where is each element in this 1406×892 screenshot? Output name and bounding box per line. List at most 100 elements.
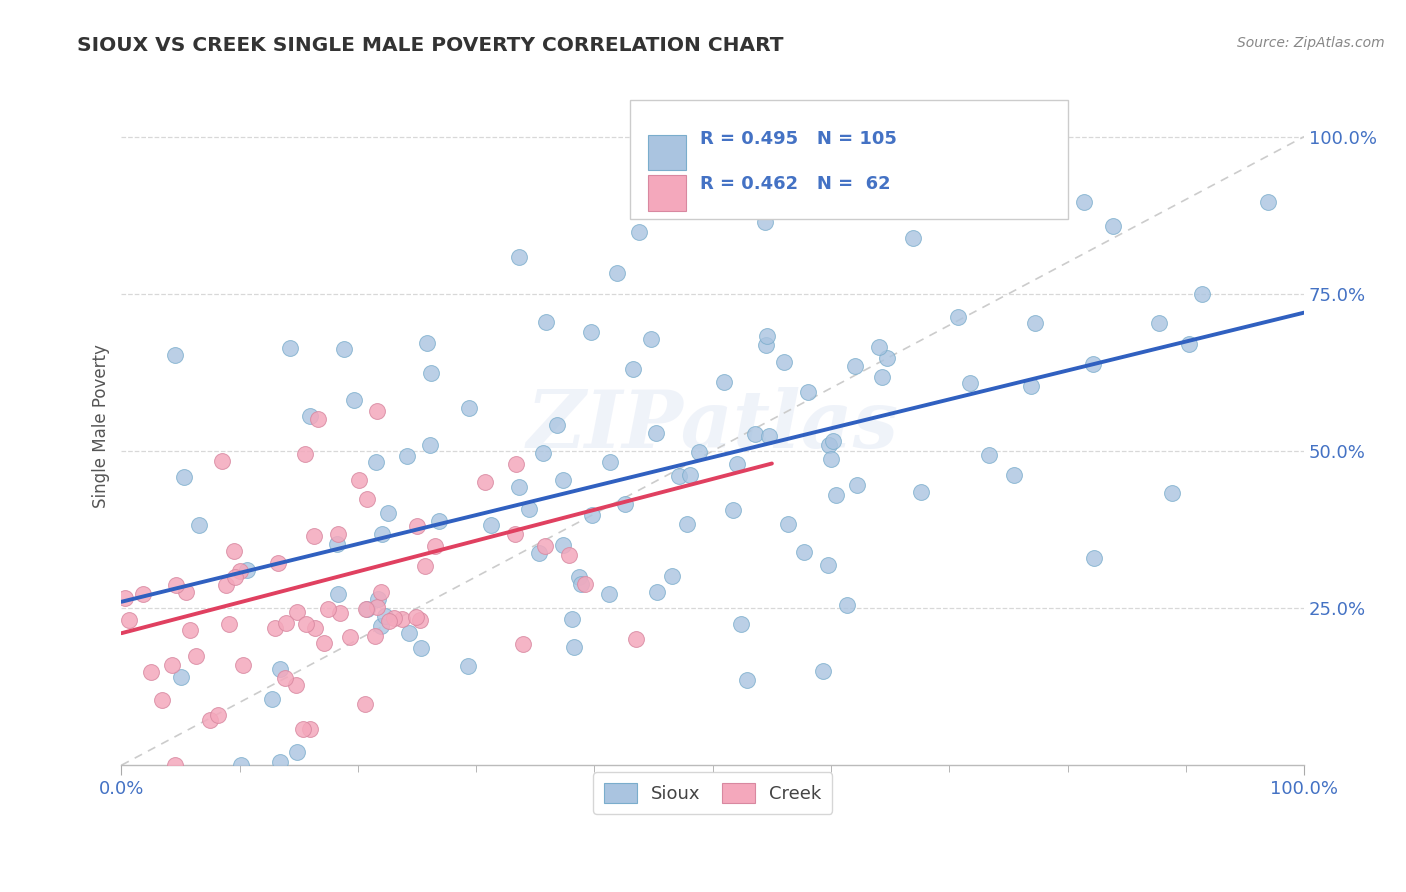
Point bbox=[132, 587, 155, 601]
Point bbox=[755, 338, 778, 352]
Point bbox=[730, 616, 752, 631]
Point bbox=[876, 351, 898, 365]
Point bbox=[562, 640, 585, 655]
Point bbox=[821, 434, 844, 448]
Point bbox=[872, 370, 894, 384]
Point bbox=[676, 516, 699, 531]
Point bbox=[274, 616, 297, 631]
Point bbox=[377, 506, 399, 520]
Point bbox=[236, 563, 259, 577]
Text: Source: ZipAtlas.com: Source: ZipAtlas.com bbox=[1237, 36, 1385, 50]
Point bbox=[329, 607, 352, 621]
Point bbox=[229, 758, 252, 772]
Point bbox=[269, 662, 291, 676]
Point bbox=[569, 577, 592, 591]
Point bbox=[721, 503, 744, 517]
Point bbox=[811, 664, 834, 678]
Point bbox=[405, 519, 427, 533]
Point bbox=[568, 570, 591, 584]
Point bbox=[598, 587, 620, 601]
Point bbox=[285, 745, 308, 759]
Point bbox=[1160, 485, 1182, 500]
Point bbox=[174, 585, 197, 599]
Point bbox=[868, 340, 890, 354]
Point bbox=[735, 673, 758, 687]
Point bbox=[396, 449, 419, 463]
Point bbox=[343, 393, 366, 408]
Point bbox=[411, 641, 433, 656]
FancyBboxPatch shape bbox=[630, 100, 1067, 219]
Point bbox=[198, 714, 221, 728]
Point bbox=[186, 648, 208, 663]
Point bbox=[356, 601, 378, 615]
Point bbox=[326, 587, 349, 601]
Point bbox=[910, 485, 932, 500]
Point bbox=[755, 329, 778, 343]
Point bbox=[370, 527, 392, 541]
Point bbox=[416, 335, 439, 350]
Point bbox=[295, 617, 318, 632]
Point bbox=[364, 455, 387, 469]
Point bbox=[263, 621, 285, 635]
Point bbox=[901, 231, 924, 245]
Point bbox=[326, 537, 349, 551]
Point bbox=[316, 601, 339, 615]
Point bbox=[1191, 287, 1213, 301]
Point bbox=[382, 611, 405, 625]
Point bbox=[260, 692, 283, 706]
Point bbox=[661, 569, 683, 583]
Point bbox=[370, 618, 392, 632]
Point bbox=[558, 548, 581, 562]
Point bbox=[529, 546, 551, 560]
Point bbox=[845, 477, 868, 491]
Point bbox=[758, 429, 780, 443]
Point bbox=[640, 332, 662, 346]
Point bbox=[1147, 316, 1170, 330]
Point bbox=[339, 631, 361, 645]
Point bbox=[837, 598, 859, 612]
Point bbox=[645, 584, 668, 599]
Point bbox=[229, 564, 252, 578]
Point bbox=[419, 438, 441, 452]
Point bbox=[304, 621, 326, 635]
Point bbox=[508, 250, 530, 264]
Point bbox=[405, 610, 427, 624]
Point bbox=[744, 426, 766, 441]
Point bbox=[1024, 316, 1046, 330]
Text: SIOUX VS CREEK SINGLE MALE POVERTY CORRELATION CHART: SIOUX VS CREEK SINGLE MALE POVERTY CORRE… bbox=[77, 36, 783, 54]
Point bbox=[713, 375, 735, 389]
Point bbox=[139, 665, 162, 679]
Point bbox=[1081, 357, 1104, 371]
Point bbox=[425, 539, 447, 553]
Point bbox=[606, 266, 628, 280]
Point bbox=[458, 401, 481, 416]
Point bbox=[165, 578, 187, 592]
Point bbox=[415, 559, 437, 574]
Point bbox=[754, 215, 776, 229]
Point bbox=[218, 617, 240, 632]
Point bbox=[679, 467, 702, 482]
Point bbox=[725, 457, 748, 471]
Point bbox=[170, 670, 193, 684]
Point bbox=[419, 366, 441, 380]
Point bbox=[232, 657, 254, 672]
Point bbox=[165, 758, 187, 772]
Point bbox=[284, 678, 307, 692]
Point bbox=[581, 508, 603, 522]
Point bbox=[624, 632, 647, 646]
Point bbox=[1257, 194, 1279, 209]
Point bbox=[211, 454, 233, 468]
Point bbox=[797, 385, 820, 400]
Point bbox=[688, 445, 710, 459]
Point bbox=[269, 755, 291, 769]
Text: R = 0.495   N = 105: R = 0.495 N = 105 bbox=[700, 130, 897, 148]
Point bbox=[299, 409, 322, 423]
Point bbox=[366, 600, 388, 615]
Text: R = 0.462   N =  62: R = 0.462 N = 62 bbox=[700, 175, 890, 193]
Point bbox=[579, 325, 602, 339]
Point bbox=[553, 538, 575, 552]
Point bbox=[505, 457, 527, 471]
Point bbox=[668, 468, 690, 483]
Point bbox=[215, 578, 238, 592]
Point bbox=[374, 609, 396, 624]
